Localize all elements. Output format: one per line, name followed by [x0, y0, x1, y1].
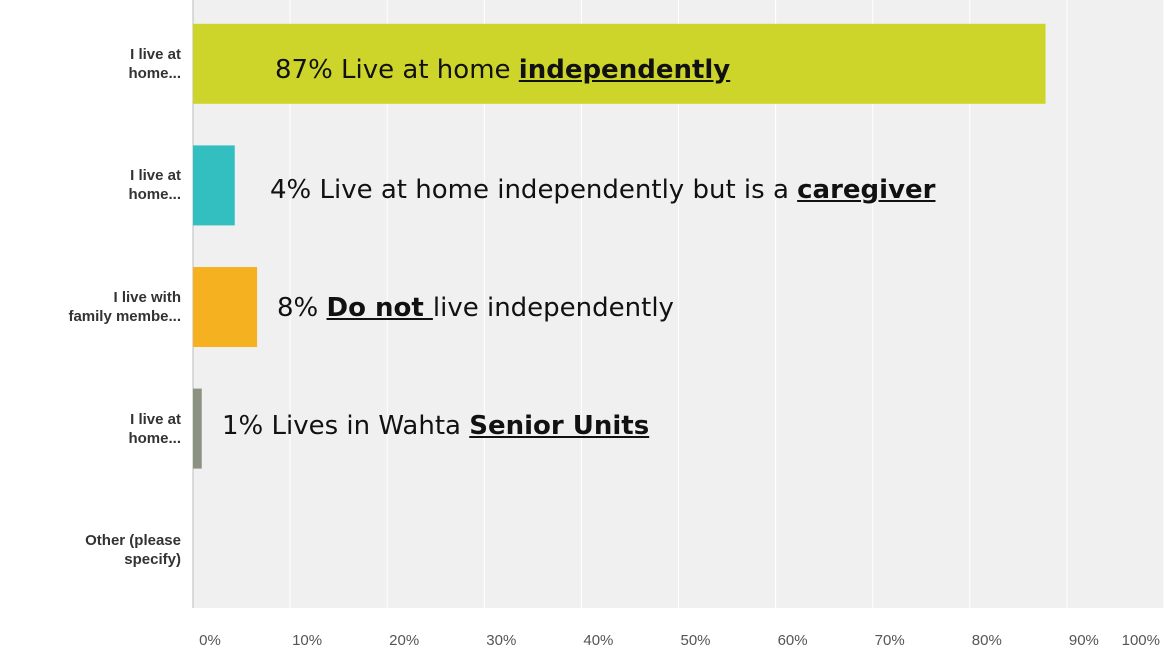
- category-label: I live at home...: [128, 410, 181, 447]
- x-tick-label: 20%: [389, 632, 419, 649]
- x-tick-label: 90%: [1069, 632, 1099, 649]
- annotation-emphasis: Senior Units: [469, 411, 650, 441]
- x-tick-label: 70%: [875, 632, 905, 649]
- x-tick-label: 60%: [778, 632, 808, 649]
- category-label: I live with family membe...: [68, 289, 181, 325]
- x-tick-label: 10%: [292, 632, 322, 649]
- x-tick-label: 0%: [199, 632, 221, 649]
- annotation-text: 87% Live at home: [275, 55, 519, 85]
- bar: [193, 23, 1046, 104]
- annotation-emphasis: independently: [518, 55, 731, 85]
- x-tick-label: 40%: [583, 632, 613, 649]
- bar: [193, 388, 202, 469]
- x-tick-label: 50%: [680, 632, 710, 649]
- category-label: I live at home...: [128, 45, 181, 82]
- annotation: 4% Live at home independently but is a c…: [270, 175, 935, 205]
- annotation-text: 4% Live at home independently but is a: [270, 175, 798, 205]
- x-tick-label: 30%: [486, 632, 516, 649]
- annotation-emphasis: Do not: [326, 293, 433, 323]
- x-tick-label: 80%: [972, 632, 1002, 649]
- annotation-text: 8%: [277, 293, 327, 323]
- category-label: I live at home...: [128, 167, 181, 204]
- annotation-text: live independently: [432, 293, 674, 323]
- bar: [193, 145, 235, 226]
- annotation-emphasis: caregiver: [797, 175, 936, 205]
- x-tick-label: 100%: [1122, 632, 1160, 649]
- annotation: 1% Lives in Wahta Senior Units: [222, 411, 649, 441]
- annotation: 87% Live at home independently: [275, 55, 730, 85]
- category-label: Other (please specify): [85, 532, 181, 569]
- bar: [193, 267, 258, 347]
- annotation: 8% Do not live independently: [277, 293, 674, 323]
- annotation-text: 1% Lives in Wahta: [222, 411, 470, 441]
